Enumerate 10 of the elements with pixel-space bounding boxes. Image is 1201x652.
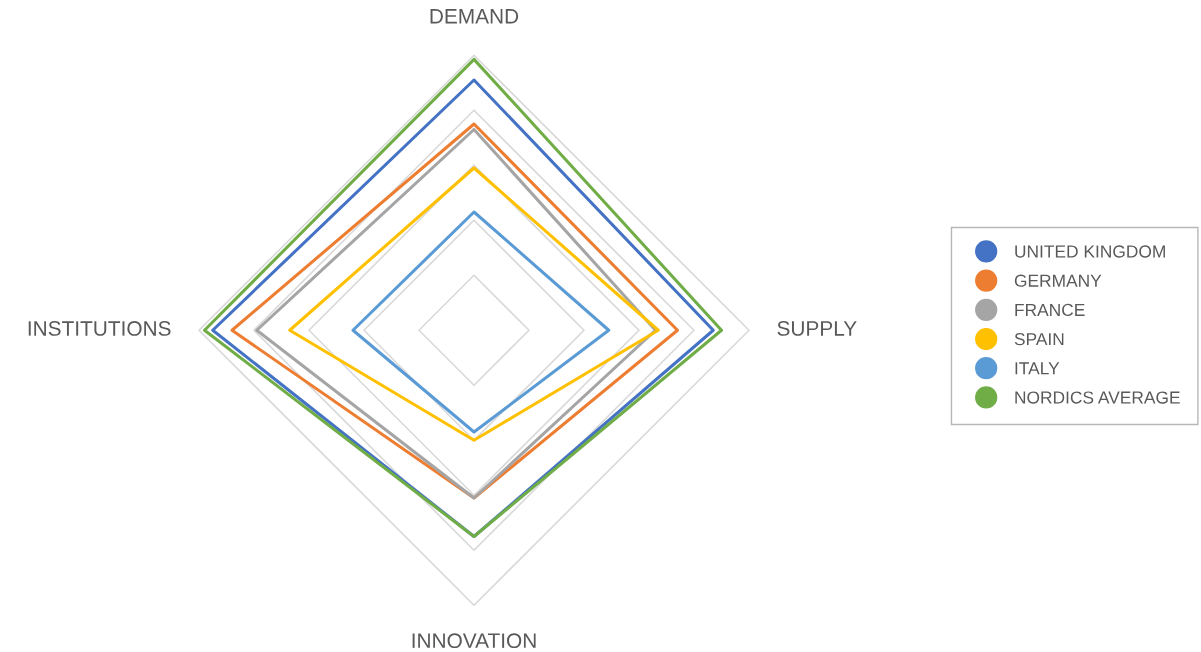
legend-label: UNITED KINGDOM bbox=[1015, 245, 1165, 258]
spoke-label: SUPPLY bbox=[777, 321, 857, 336]
spoke-label: INNOVATION bbox=[412, 633, 536, 649]
spoke-label: INSTITUTIONS bbox=[28, 321, 171, 336]
legend-label: SPAIN bbox=[1014, 332, 1064, 346]
spoke-label: DEMAND bbox=[430, 9, 519, 24]
legend-label: FRANCE bbox=[1015, 303, 1085, 317]
legend-label: GERMANY bbox=[1014, 274, 1102, 287]
legend-label: NORDICS AVERAGE bbox=[1015, 391, 1180, 404]
legend-label: ITALY bbox=[1015, 362, 1060, 375]
